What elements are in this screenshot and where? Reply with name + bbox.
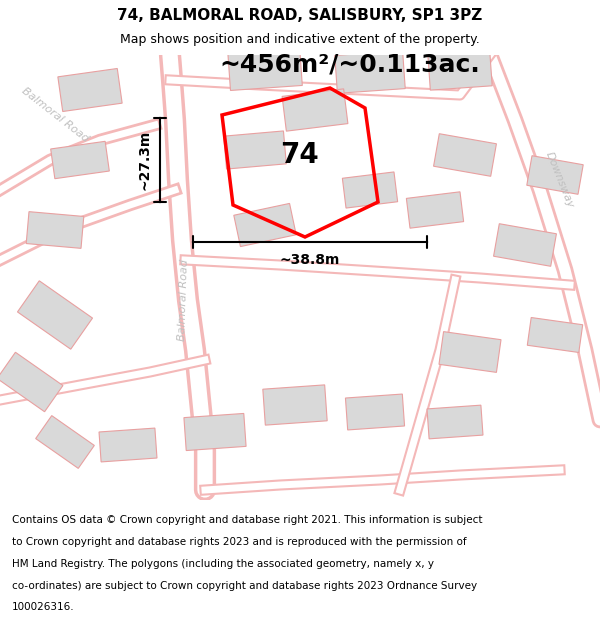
Text: to Crown copyright and database rights 2023 and is reproduced with the permissio: to Crown copyright and database rights 2… xyxy=(12,537,467,547)
Text: HM Land Registry. The polygons (including the associated geometry, namely x, y: HM Land Registry. The polygons (includin… xyxy=(12,559,434,569)
Polygon shape xyxy=(99,428,157,462)
Polygon shape xyxy=(494,224,556,266)
Polygon shape xyxy=(335,51,405,93)
Polygon shape xyxy=(263,385,327,425)
Text: Balmoral Road: Balmoral Road xyxy=(176,259,190,341)
Text: ~456m²/~0.113ac.: ~456m²/~0.113ac. xyxy=(220,53,481,77)
Polygon shape xyxy=(282,89,348,131)
Text: Contains OS data © Crown copyright and database right 2021. This information is : Contains OS data © Crown copyright and d… xyxy=(12,515,482,525)
Text: 100026316.: 100026316. xyxy=(12,602,74,612)
Polygon shape xyxy=(527,156,583,194)
Polygon shape xyxy=(406,192,464,228)
Polygon shape xyxy=(58,69,122,111)
Text: ~38.8m: ~38.8m xyxy=(280,253,340,267)
Polygon shape xyxy=(434,134,496,176)
Polygon shape xyxy=(439,332,501,372)
Polygon shape xyxy=(50,141,109,179)
Polygon shape xyxy=(26,212,84,248)
Polygon shape xyxy=(346,394,404,430)
Text: Balmoral Road: Balmoral Road xyxy=(20,86,91,144)
Polygon shape xyxy=(0,352,63,412)
Text: ~27.3m: ~27.3m xyxy=(137,130,151,190)
Text: 74, BALMORAL ROAD, SALISBURY, SP1 3PZ: 74, BALMORAL ROAD, SALISBURY, SP1 3PZ xyxy=(118,8,482,23)
Polygon shape xyxy=(428,50,492,90)
Polygon shape xyxy=(527,318,583,352)
Polygon shape xyxy=(234,203,296,247)
Polygon shape xyxy=(184,414,246,451)
Polygon shape xyxy=(224,131,286,169)
Text: Map shows position and indicative extent of the property.: Map shows position and indicative extent… xyxy=(120,33,480,46)
Text: 74: 74 xyxy=(281,141,319,169)
Polygon shape xyxy=(35,416,94,468)
Text: Downsway: Downsway xyxy=(544,151,576,209)
Polygon shape xyxy=(227,46,302,91)
Text: co-ordinates) are subject to Crown copyright and database rights 2023 Ordnance S: co-ordinates) are subject to Crown copyr… xyxy=(12,581,477,591)
Polygon shape xyxy=(343,172,398,208)
Polygon shape xyxy=(17,281,92,349)
Polygon shape xyxy=(427,405,483,439)
